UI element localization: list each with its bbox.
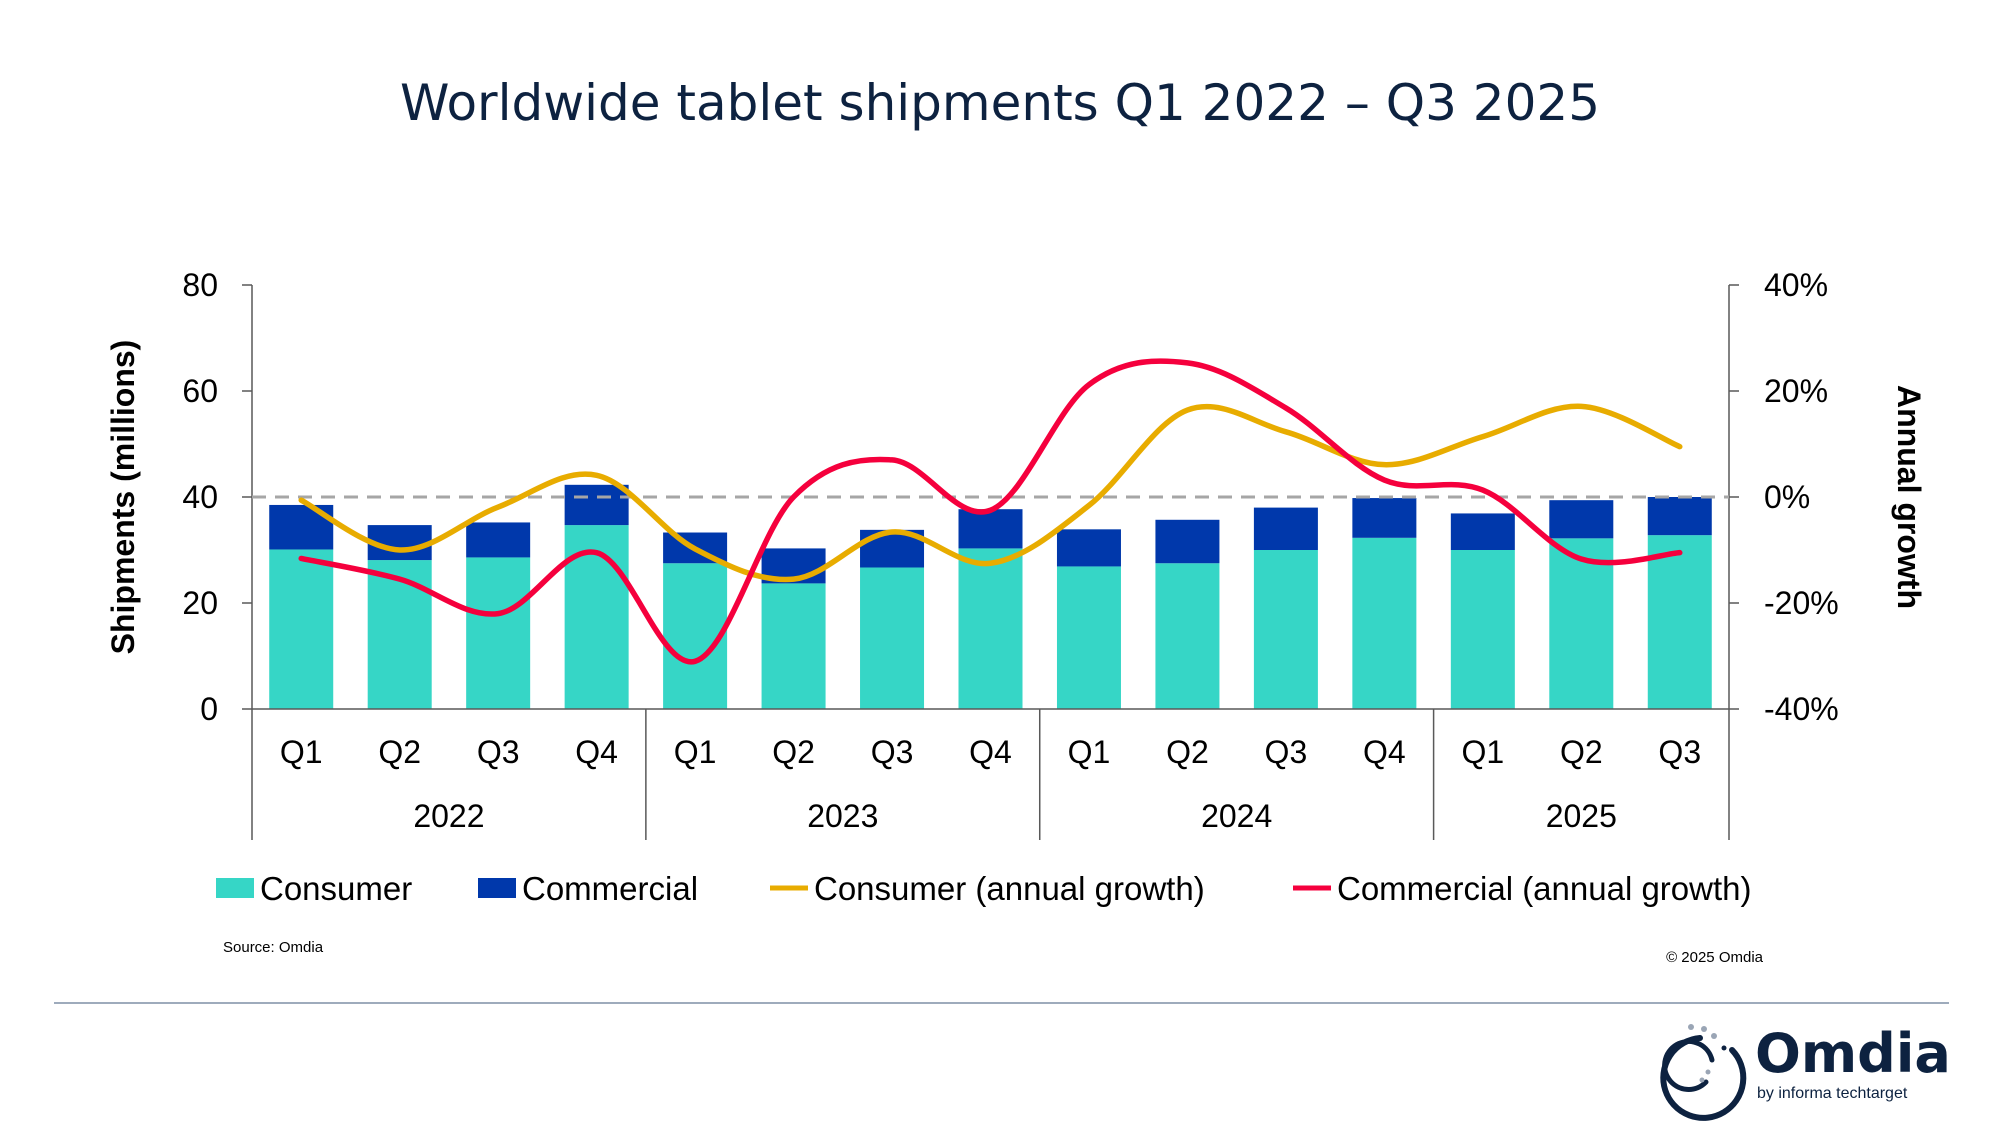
year-label: 2024 bbox=[1201, 798, 1272, 834]
bar-consumer-10 bbox=[1253, 550, 1318, 709]
bar-consumer-1 bbox=[367, 560, 432, 709]
line-consumer-annual-growth- bbox=[298, 403, 1683, 583]
legend-item: Commercial bbox=[478, 870, 698, 907]
x-tick-label: Q4 bbox=[969, 734, 1012, 770]
bar-consumer-13 bbox=[1549, 538, 1614, 709]
y-tick-label: 40 bbox=[182, 479, 218, 515]
x-tick-label: Q2 bbox=[378, 734, 421, 770]
chart-title: Worldwide tablet shipments Q1 2022 – Q3 … bbox=[400, 74, 1600, 132]
x-tick-label: Q3 bbox=[477, 734, 520, 770]
bar-consumer-9 bbox=[1155, 563, 1220, 709]
year-label: 2022 bbox=[413, 798, 484, 834]
x-tick-label: Q3 bbox=[1265, 734, 1308, 770]
bar-consumer-5 bbox=[761, 583, 826, 709]
omdia-logo-text: Omdia bbox=[1755, 1022, 1951, 1085]
x-tick-label: Q4 bbox=[1363, 734, 1406, 770]
y-axis-title: Shipments (millions) bbox=[105, 340, 141, 655]
bar-consumer-11 bbox=[1352, 537, 1417, 709]
bar-consumer-2 bbox=[466, 557, 531, 709]
legend-item: Consumer bbox=[216, 870, 412, 907]
x-tick-label: Q1 bbox=[674, 734, 717, 770]
bar-commercial-14 bbox=[1647, 497, 1712, 536]
year-label: 2025 bbox=[1546, 798, 1617, 834]
x-tick-label: Q1 bbox=[280, 734, 323, 770]
x-tick-label: Q2 bbox=[1560, 734, 1603, 770]
legend-label: Commercial (annual growth) bbox=[1337, 870, 1751, 907]
bar-consumer-4 bbox=[663, 563, 728, 709]
bar-consumer-14 bbox=[1647, 535, 1712, 709]
omdia-logo-mark bbox=[1660, 1024, 1747, 1121]
bar-commercial-12 bbox=[1450, 513, 1515, 550]
line-commercial-annual-growth- bbox=[298, 358, 1683, 665]
y2-axis-title: Annual growth bbox=[1891, 385, 1927, 609]
x-tick-label: Q4 bbox=[575, 734, 618, 770]
bar-commercial-2 bbox=[466, 522, 531, 558]
legend-label: Consumer bbox=[260, 870, 412, 907]
bar-commercial-11 bbox=[1352, 498, 1417, 538]
y-tick-label: 20 bbox=[182, 585, 218, 621]
legend-item: Commercial (annual growth) bbox=[1293, 870, 1751, 907]
y2-tick-label: 20% bbox=[1764, 373, 1828, 409]
bar-commercial-9 bbox=[1155, 519, 1220, 564]
legend-swatch bbox=[478, 878, 516, 898]
bar-consumer-6 bbox=[860, 567, 925, 709]
bar-consumer-7 bbox=[958, 548, 1023, 709]
y-tick-label: 0 bbox=[200, 691, 218, 727]
y-tick-label: 60 bbox=[182, 373, 218, 409]
bar-commercial-7 bbox=[958, 509, 1023, 549]
y2-tick-label: 40% bbox=[1764, 267, 1828, 303]
bar-consumer-12 bbox=[1450, 550, 1515, 709]
copyright: © 2025 Omdia bbox=[1666, 949, 1764, 966]
bar-commercial-8 bbox=[1056, 529, 1121, 567]
x-tick-label: Q3 bbox=[871, 734, 914, 770]
bar-commercial-10 bbox=[1253, 507, 1318, 550]
legend-label: Consumer (annual growth) bbox=[814, 870, 1205, 907]
bar-consumer-8 bbox=[1056, 566, 1121, 709]
legend: Consumer Commercial Consumer (annual growt… bbox=[216, 870, 1751, 907]
plot-area: 0 20 40 60 80 -40% -20% 0% 20% 40% Q1 Q2 Q3 Q4 Q1 Q2 Q3 Q… bbox=[182, 267, 1839, 840]
year-label: 2023 bbox=[807, 798, 878, 834]
y2-tick-label: 0% bbox=[1764, 479, 1810, 515]
bar-consumer-0 bbox=[269, 549, 334, 709]
legend-item: Consumer (annual growth) bbox=[770, 870, 1205, 907]
y2-tick-label: -20% bbox=[1764, 585, 1839, 621]
x-tick-label: Q2 bbox=[1166, 734, 1209, 770]
y2-tick-label: -40% bbox=[1764, 691, 1839, 727]
y-tick-label: 80 bbox=[182, 267, 218, 303]
source-note: Source: Omdia bbox=[223, 939, 324, 956]
legend-swatch bbox=[216, 878, 254, 898]
x-tick-label: Q2 bbox=[772, 734, 815, 770]
bar-commercial-13 bbox=[1549, 500, 1614, 539]
omdia-logo: Omdia by informa techtarget bbox=[1660, 1022, 1951, 1121]
x-tick-label: Q3 bbox=[1658, 734, 1701, 770]
x-tick-label: Q1 bbox=[1068, 734, 1111, 770]
bar-commercial-3 bbox=[564, 484, 629, 526]
legend-label: Commercial bbox=[522, 870, 698, 907]
x-tick-label: Q1 bbox=[1461, 734, 1504, 770]
omdia-logo-tagline: by informa techtarget bbox=[1757, 1085, 1908, 1102]
